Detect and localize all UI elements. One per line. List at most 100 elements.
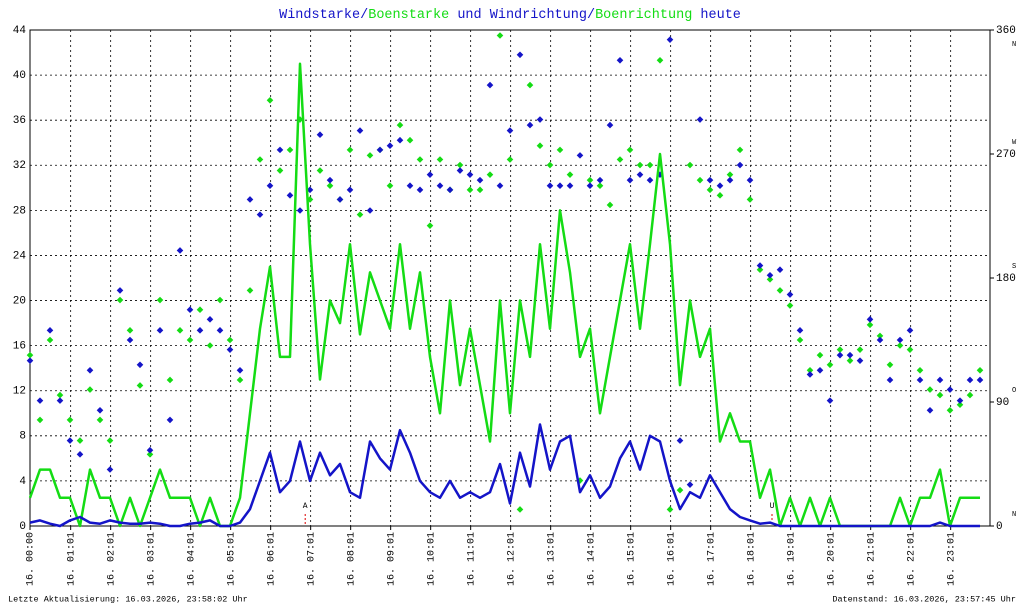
- direction-point: [316, 131, 324, 139]
- x-tick-label: 16. 11:01: [466, 532, 477, 586]
- x-tick-label: 16. 02:01: [106, 532, 117, 586]
- direction-point: [206, 316, 214, 323]
- direction-point: [926, 386, 934, 393]
- direction-point: [176, 327, 184, 334]
- direction-point: [476, 176, 484, 184]
- direction-point: [526, 81, 534, 89]
- direction-point: [266, 182, 274, 189]
- title-part: Boenrichtung: [595, 8, 692, 23]
- x-tick-label: 16. 23:01: [946, 532, 957, 586]
- direction-point: [476, 186, 484, 194]
- direction-point: [756, 266, 764, 274]
- direction-point: [616, 57, 624, 64]
- direction-point: [466, 171, 474, 178]
- direction-point: [826, 397, 834, 404]
- x-tick-label: 16. 18:01: [746, 532, 757, 586]
- direction-point: [246, 196, 254, 203]
- direction-point: [286, 146, 294, 154]
- annotation-label: A: [303, 502, 308, 511]
- direction-point: [456, 161, 464, 169]
- direction-point: [956, 401, 964, 409]
- y2-tick-label: 360: [996, 25, 1016, 37]
- direction-point: [976, 367, 984, 374]
- direction-point: [726, 176, 734, 184]
- direction-point: [126, 336, 134, 344]
- direction-point: [786, 291, 794, 298]
- x-tick-label: 16. 19:01: [786, 532, 797, 586]
- direction-point: [96, 406, 104, 414]
- direction-point: [816, 367, 824, 374]
- direction-point: [916, 367, 924, 374]
- direction-point: [406, 136, 414, 144]
- direction-point: [706, 186, 714, 194]
- direction-point: [76, 451, 84, 458]
- direction-point: [626, 176, 634, 184]
- direction-point: [46, 336, 54, 344]
- direction-point: [496, 32, 504, 39]
- direction-point: [606, 121, 614, 129]
- direction-point: [516, 51, 524, 59]
- direction-point: [906, 327, 914, 334]
- direction-point: [76, 437, 84, 444]
- title-part: Boenstarke: [368, 8, 449, 23]
- y2-tick-label: 270: [996, 149, 1016, 161]
- direction-point: [526, 121, 534, 129]
- direction-point: [66, 437, 74, 444]
- direction-point: [816, 351, 824, 359]
- direction-point: [446, 186, 454, 194]
- direction-point: [766, 276, 774, 283]
- direction-point: [736, 146, 744, 154]
- direction-point: [466, 186, 474, 194]
- direction-point: [166, 376, 174, 384]
- direction-point: [576, 477, 584, 484]
- direction-point: [806, 371, 814, 378]
- direction-point: [196, 306, 204, 313]
- direction-point: [716, 192, 724, 199]
- y-tick-label: 44: [13, 25, 27, 37]
- direction-point: [116, 296, 124, 304]
- direction-point: [566, 182, 574, 189]
- direction-point: [126, 327, 134, 334]
- direction-point: [196, 327, 204, 334]
- series-line: [29, 423, 980, 528]
- direction-point: [436, 182, 444, 189]
- direction-point: [736, 161, 744, 169]
- direction-point: [676, 486, 684, 494]
- direction-point: [746, 196, 754, 203]
- direction-point: [786, 302, 794, 309]
- direction-point: [106, 466, 114, 473]
- direction-point: [506, 156, 514, 163]
- direction-point: [926, 406, 934, 414]
- direction-point: [146, 446, 154, 454]
- direction-point: [106, 437, 114, 444]
- direction-point: [426, 222, 434, 229]
- direction-point: [26, 351, 34, 359]
- direction-point: [96, 416, 104, 424]
- direction-point: [936, 391, 944, 399]
- direction-point: [596, 182, 604, 189]
- direction-point: [936, 376, 944, 384]
- direction-point: [856, 357, 864, 364]
- direction-point: [536, 142, 544, 150]
- direction-point: [826, 361, 834, 369]
- title-part: Windstarke/: [279, 8, 368, 23]
- direction-point: [676, 437, 684, 444]
- direction-point: [796, 336, 804, 344]
- direction-point: [216, 296, 224, 304]
- y-tick-label: 40: [13, 70, 26, 82]
- direction-point: [226, 346, 234, 353]
- direction-point: [456, 167, 464, 174]
- direction-point: [376, 146, 384, 154]
- direction-point: [326, 182, 334, 189]
- direction-point: [586, 182, 594, 189]
- direction-point: [416, 186, 424, 194]
- direction-point: [26, 357, 34, 364]
- direction-point: [646, 161, 654, 169]
- direction-point: [236, 376, 244, 384]
- direction-point: [386, 142, 394, 150]
- direction-point: [916, 376, 924, 384]
- direction-point: [436, 156, 444, 163]
- x-tick-label: 16. 22:01: [906, 532, 917, 586]
- direction-point: [966, 376, 974, 384]
